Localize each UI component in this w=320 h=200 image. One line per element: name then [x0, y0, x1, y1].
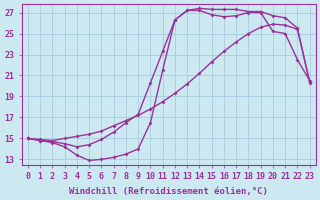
X-axis label: Windchill (Refroidissement éolien,°C): Windchill (Refroidissement éolien,°C) — [69, 187, 268, 196]
